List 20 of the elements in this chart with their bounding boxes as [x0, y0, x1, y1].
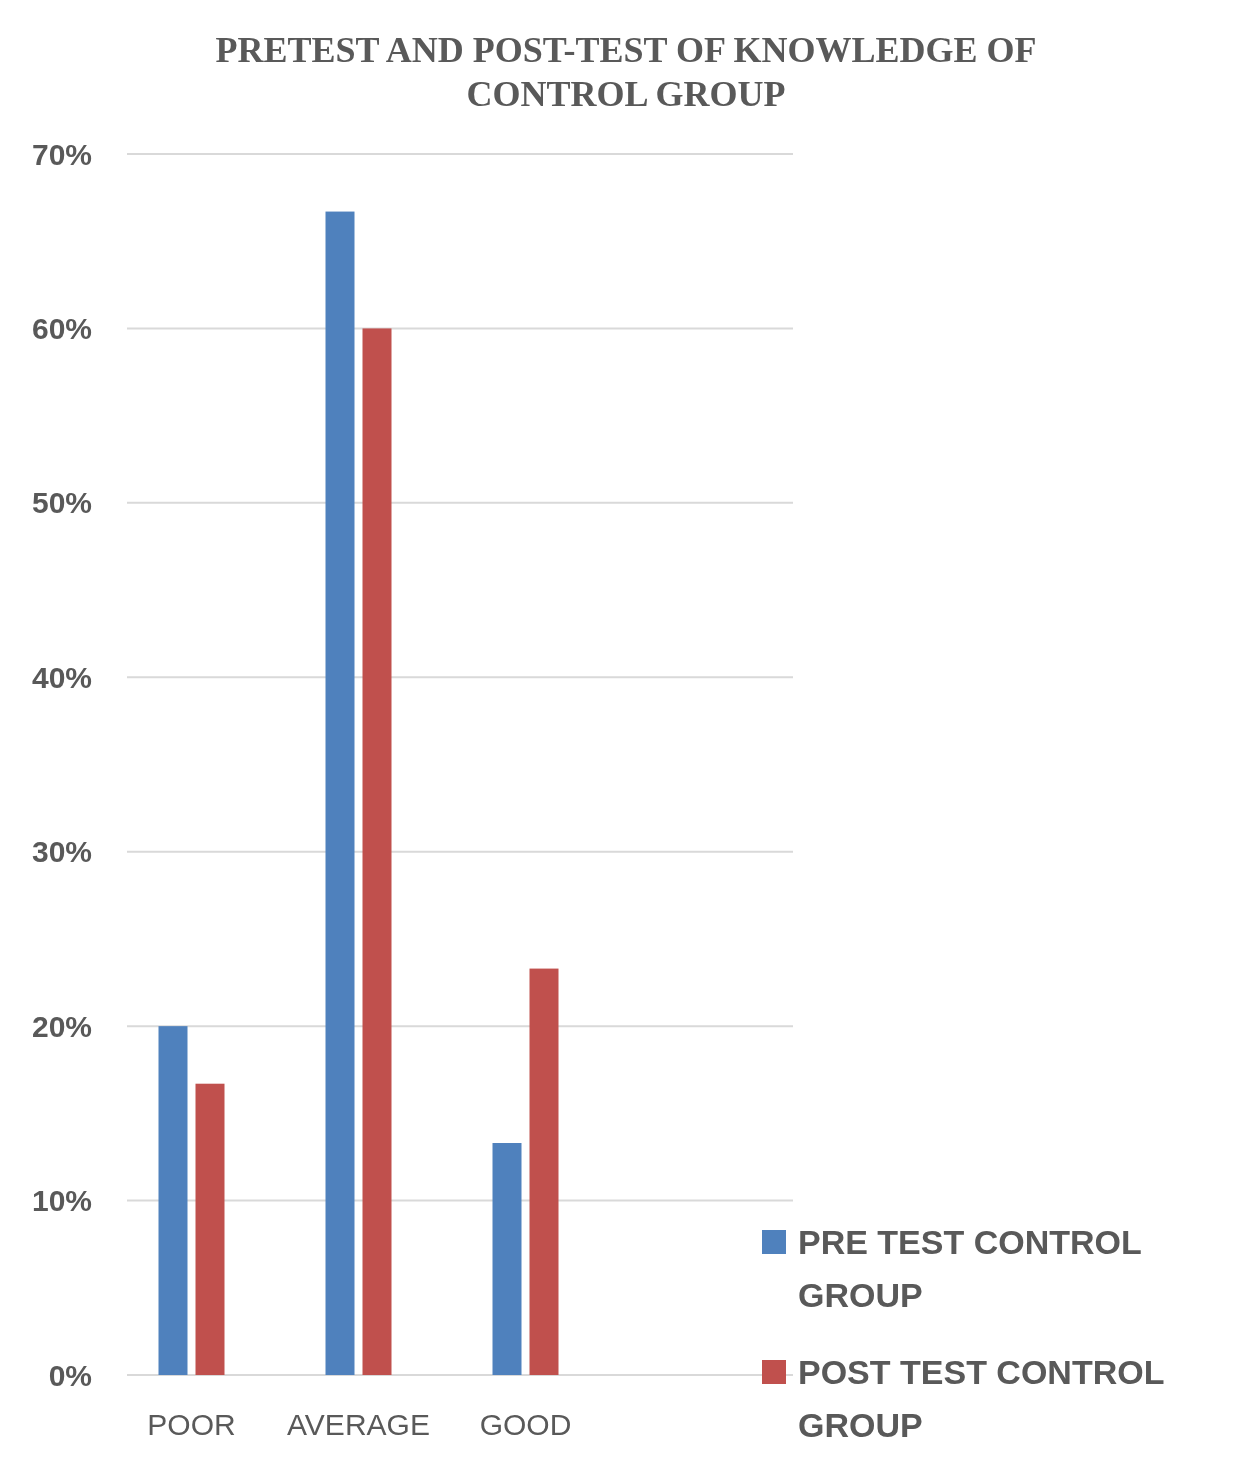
y-tick-label: 40% [31, 660, 92, 694]
x-tick-label: AVERAGE [287, 1408, 430, 1441]
y-tick-label: 10% [31, 1184, 92, 1218]
chart-title: PRETEST AND POST-TEST OF KNOWLEDGE OF CONTROL GROUP [215, 30, 1037, 114]
y-tick-label: 50% [31, 486, 92, 520]
bar [362, 328, 392, 1375]
bar [492, 1143, 522, 1375]
legend-label: PRE TEST CONTROL GROUP [798, 1223, 1142, 1314]
y-tick-label: 30% [31, 835, 92, 869]
y-tick-label: 20% [31, 1009, 92, 1043]
y-tick-label: 0% [48, 1358, 92, 1392]
legend-label: POST TEST CONTROL GROUP [798, 1353, 1165, 1444]
x-tick-label: GOOD [479, 1408, 572, 1441]
y-tick-label: 70% [31, 137, 92, 171]
bar [325, 211, 355, 1375]
bar [195, 1083, 225, 1375]
bar [158, 1026, 188, 1375]
bar [529, 968, 559, 1375]
y-tick-label: 60% [31, 311, 92, 345]
x-tick-label: POOR [147, 1408, 236, 1441]
